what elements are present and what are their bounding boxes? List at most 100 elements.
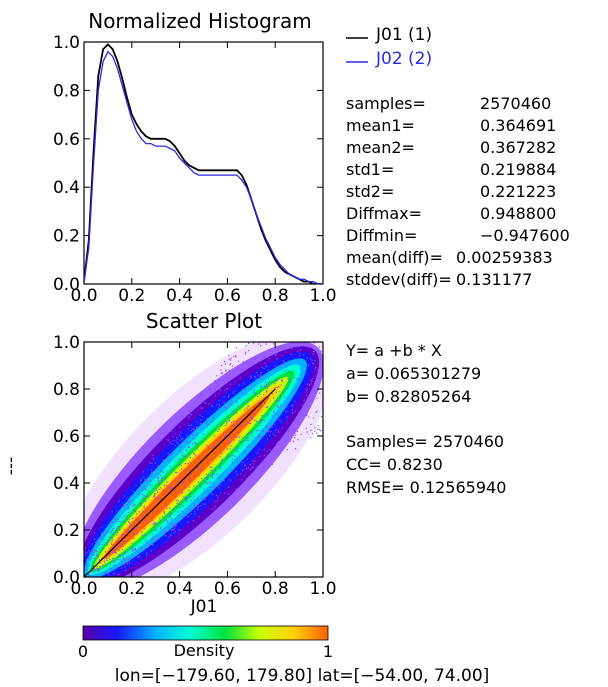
scatter-point	[305, 389, 308, 391]
scatter-point	[224, 363, 226, 365]
scatter-point	[262, 375, 265, 377]
scatter-point	[127, 562, 129, 564]
scatter-point	[265, 373, 267, 376]
scatter-point	[147, 516, 149, 518]
scatter-point	[164, 520, 166, 522]
scatter-point	[116, 541, 118, 543]
scatter-point	[96, 550, 98, 553]
scatter-point	[310, 379, 312, 381]
scatter-point	[216, 500, 219, 502]
scatter-point	[117, 573, 119, 576]
scatter-point	[312, 362, 314, 364]
scatter-point	[252, 466, 254, 469]
scatter-point	[126, 503, 128, 506]
scatter-point	[234, 455, 236, 458]
scatter-point	[141, 477, 143, 479]
scatter-point	[228, 416, 230, 419]
scatter-point	[244, 475, 246, 477]
scatter-point	[240, 368, 243, 371]
scatter-point	[266, 387, 268, 390]
scatter-point	[222, 480, 224, 482]
scatter-point	[150, 468, 153, 471]
scatter-point	[267, 406, 269, 408]
scatter-point	[235, 347, 238, 349]
scatter-point	[311, 381, 313, 383]
scatter-point	[207, 490, 209, 493]
scatter-point	[199, 486, 201, 488]
scatter-point	[141, 534, 143, 536]
scatter-point	[297, 350, 299, 352]
scatter-point	[103, 535, 105, 537]
scatter-point	[169, 511, 171, 514]
scatter-point	[87, 573, 90, 575]
scatter-point	[170, 519, 172, 521]
scatter-point	[153, 495, 155, 497]
x-tick-label: 0.0	[70, 579, 97, 599]
scatter-point	[236, 450, 238, 452]
scatter-point	[296, 378, 298, 380]
scatter-point	[133, 533, 135, 535]
scatter-point	[156, 491, 159, 493]
scatter-point	[185, 449, 188, 451]
scatter-point	[188, 486, 190, 488]
scatter-point	[308, 416, 310, 418]
scatter-point	[95, 542, 98, 544]
scatter-point	[236, 447, 238, 449]
stat-value: 2570460	[480, 94, 551, 113]
scatter-point	[265, 431, 268, 433]
scatter-point	[107, 540, 109, 542]
scatter-point	[239, 459, 241, 461]
scatter-point	[254, 375, 256, 377]
scatter-point	[153, 487, 155, 489]
scatter-point	[128, 501, 131, 503]
scatter-point	[134, 549, 137, 551]
scatter-point	[121, 534, 123, 536]
scatter-point	[199, 399, 202, 401]
scatter-point	[166, 471, 168, 473]
scatter-point	[101, 547, 103, 549]
scatter-point	[113, 518, 116, 520]
scatter-point	[146, 554, 148, 556]
scatter-point	[184, 469, 186, 471]
scatter-point	[261, 415, 263, 417]
scatter-point	[288, 380, 291, 382]
scatter-point	[287, 387, 289, 389]
scatter-point	[315, 366, 317, 368]
scatter-point	[280, 384, 283, 386]
scatter-point	[104, 551, 106, 553]
scatter-point	[311, 378, 314, 380]
scatter-point	[124, 558, 126, 560]
x-tick-label: 0.4	[166, 286, 193, 306]
scatter-point	[168, 487, 170, 489]
scatter-point	[133, 527, 135, 530]
scatter-point	[203, 497, 205, 500]
scatter-point	[198, 505, 200, 508]
scatter-point	[209, 388, 211, 391]
scatter-point	[310, 383, 313, 385]
scatter-point	[302, 404, 304, 406]
scatter-point	[306, 431, 308, 433]
scatter-point	[154, 529, 156, 531]
scatter-point	[143, 495, 145, 497]
scatter-point	[263, 368, 265, 370]
scatter-point	[124, 552, 126, 554]
scatter-point	[278, 431, 280, 433]
scatter-point	[126, 551, 129, 553]
scatter-point	[253, 413, 256, 415]
scatter-point	[143, 476, 145, 478]
scatter-point	[228, 493, 230, 495]
scatter-point	[303, 354, 305, 356]
scatter-point	[193, 402, 196, 405]
scatter-point	[133, 503, 135, 505]
scatter-point	[245, 450, 247, 452]
scatter-point	[151, 533, 153, 535]
scatter-point	[226, 421, 228, 423]
scatter-point	[170, 488, 172, 490]
scatter-point	[188, 478, 190, 481]
scatter-point	[266, 385, 268, 388]
scatter-point	[276, 379, 278, 381]
scatter-point	[317, 424, 319, 427]
scatter-point	[172, 528, 174, 531]
scatter-point	[121, 549, 123, 551]
scatter-point	[250, 375, 252, 377]
